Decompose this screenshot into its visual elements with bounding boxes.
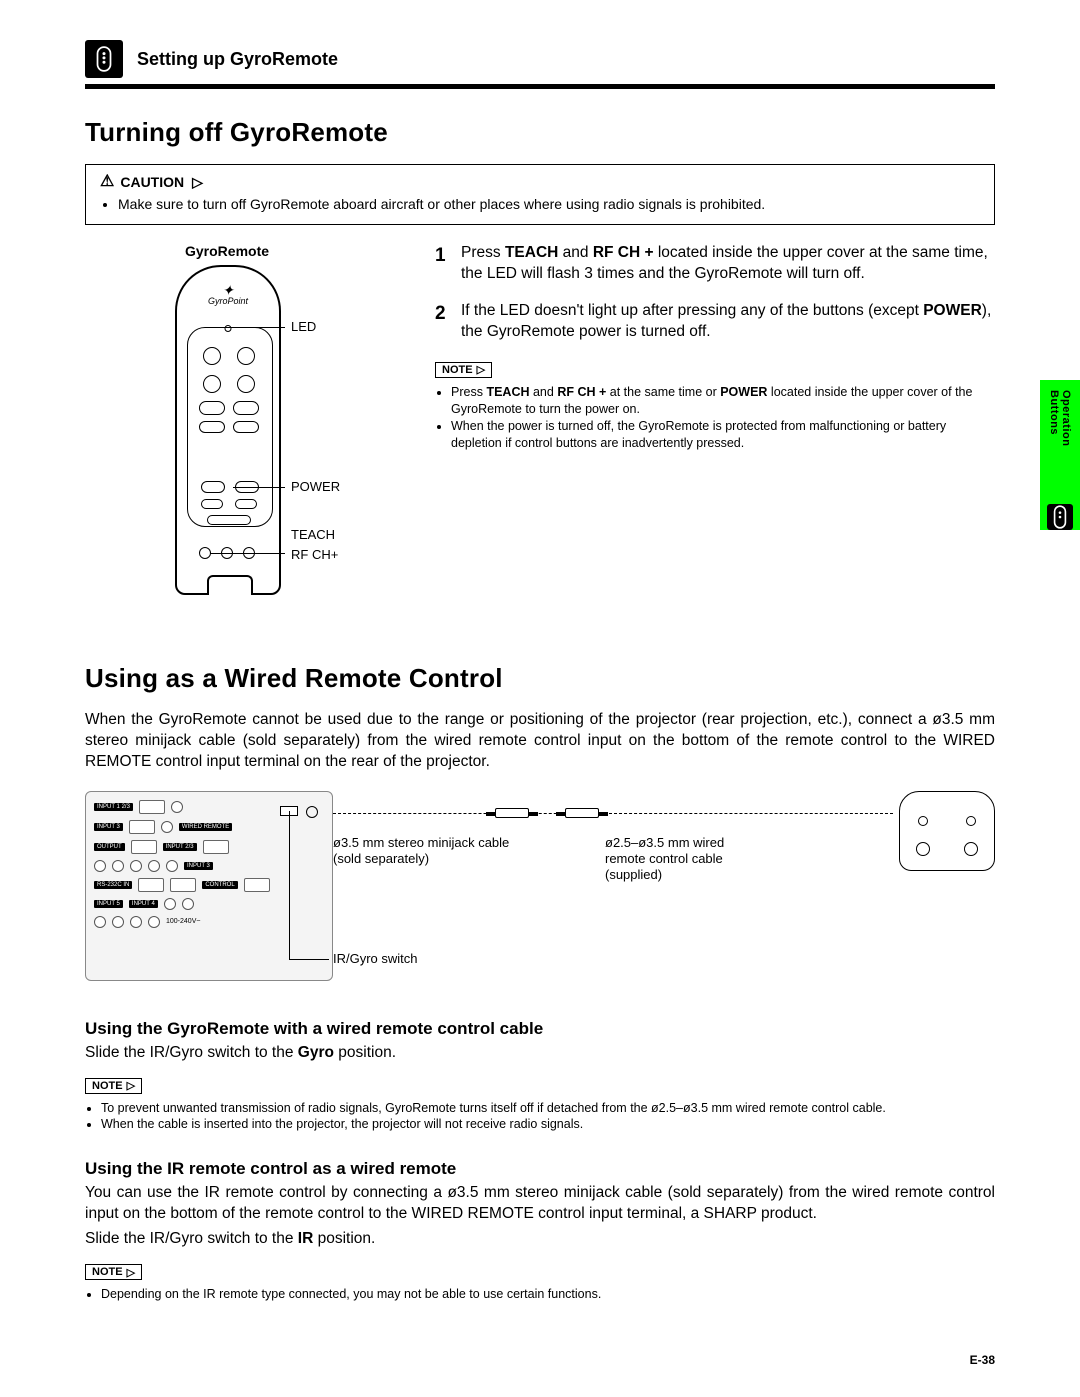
cable1-label: ø3.5 mm stereo minijack cable (sold sepa…	[333, 835, 509, 868]
warning-icon: ⚠	[100, 174, 114, 190]
note-tag: NOTE▷	[85, 1264, 142, 1280]
section2-intro: When the GyroRemote cannot be used due t…	[85, 710, 995, 773]
lead-line	[289, 811, 290, 959]
chapter-title: Setting up GyroRemote	[137, 49, 338, 70]
section2: Using as a Wired Remote Control When the…	[85, 663, 995, 1303]
caution-label: ⚠ CAUTION ▷	[100, 174, 203, 191]
remote-power	[201, 481, 225, 493]
page-header: Setting up GyroRemote	[85, 40, 995, 78]
section2-title: Using as a Wired Remote Control	[85, 663, 995, 694]
step-1: 1 Press TEACH and RF CH + located inside…	[435, 243, 995, 285]
lead-line	[255, 553, 285, 554]
remote-button	[203, 375, 221, 393]
cable-line	[333, 813, 893, 814]
note-tag: NOTE▷	[435, 362, 492, 378]
irgyro-label: IR/Gyro switch	[333, 951, 418, 967]
sub2-heading: Using the IR remote control as a wired r…	[85, 1159, 995, 1179]
note-list: Press TEACH and RF CH + at the same time…	[451, 384, 995, 452]
caution-text: CAUTION	[120, 174, 184, 190]
cable2-label: ø2.5–ø3.5 mm wired remote control cable …	[605, 835, 724, 884]
wired-jack	[306, 806, 318, 818]
cable-plug	[565, 808, 599, 818]
section1-columns: GyroRemote ✦GyroPoint	[85, 243, 995, 633]
remote-button	[201, 499, 223, 509]
remote-title: GyroRemote	[185, 243, 385, 259]
projector-panel: INPUT 1 2/3 INPUT 3WIRED REMOTE OUTPUTIN…	[85, 791, 333, 981]
remote-button	[199, 401, 225, 415]
note-label: NOTE	[442, 363, 473, 378]
remote-bottom-view	[899, 791, 995, 871]
sub1-heading: Using the GyroRemote with a wired remote…	[85, 1019, 995, 1039]
step-2: 2 If the LED doesn't light up after pres…	[435, 301, 995, 343]
page-number: E-38	[970, 1353, 995, 1367]
sub2-body2: Slide the IR/Gyro switch to the IR posit…	[85, 1229, 995, 1250]
caution-item: Make sure to turn off GyroRemote aboard …	[118, 195, 980, 214]
step-text: If the LED doesn't light up after pressi…	[461, 301, 995, 343]
note-item: To prevent unwanted transmission of radi…	[101, 1100, 995, 1117]
sub2-note: NOTE▷ Depending on the IR remote type co…	[85, 1262, 995, 1303]
instructions-column: 1 Press TEACH and RF CH + located inside…	[435, 243, 995, 452]
remote-button	[235, 499, 257, 509]
remote-bottom	[207, 575, 253, 595]
note-list: To prevent unwanted transmission of radi…	[101, 1100, 995, 1134]
side-tab-icon	[1047, 504, 1073, 530]
lead-line	[289, 959, 329, 960]
remote-button	[233, 401, 259, 415]
header-remote-icon	[85, 40, 123, 78]
sub2-body: You can use the IR remote control by con…	[85, 1183, 995, 1225]
lead-line	[233, 487, 285, 488]
remote-column: GyroRemote ✦GyroPoint	[85, 243, 385, 625]
caution-list: Make sure to turn off GyroRemote aboard …	[118, 195, 980, 214]
lead-teach: TEACH	[291, 527, 335, 542]
remote-button	[237, 375, 255, 393]
note-item: When the power is turned off, the GyroRe…	[451, 418, 995, 452]
note-item: When the cable is inserted into the proj…	[101, 1116, 995, 1133]
remote-button	[207, 515, 251, 525]
remote-body: ✦GyroPoint	[175, 265, 281, 595]
sub1-note: NOTE▷ To prevent unwanted transmission o…	[85, 1076, 995, 1134]
lead-power: POWER	[291, 479, 340, 494]
lead-led: LED	[291, 319, 316, 334]
caution-box: ⚠ CAUTION ▷ Make sure to turn off GyroRe…	[85, 164, 995, 225]
lead-line	[233, 327, 285, 328]
step-number: 2	[435, 301, 451, 343]
step-number: 1	[435, 243, 451, 285]
remote-diagram: ✦GyroPoint	[85, 265, 385, 625]
wired-diagram: INPUT 1 2/3 INPUT 3WIRED REMOTE OUTPUTIN…	[85, 791, 995, 991]
note-block: NOTE▷ Press TEACH and RF CH + at the sam…	[435, 359, 995, 452]
sub1-body: Slide the IR/Gyro switch to the Gyro pos…	[85, 1043, 995, 1064]
step-text: Press TEACH and RF CH + located inside t…	[461, 243, 995, 285]
remote-button	[237, 347, 255, 365]
note-list: Depending on the IR remote type connecte…	[101, 1286, 995, 1303]
remote-button	[233, 421, 259, 433]
chevron-icon: ▷	[192, 174, 203, 191]
remote-button	[203, 347, 221, 365]
header-rule	[85, 84, 995, 89]
remote-logo: ✦GyroPoint	[208, 283, 248, 306]
note-tag: NOTE▷	[85, 1078, 142, 1094]
note-item: Press TEACH and RF CH + at the same time…	[451, 384, 995, 418]
section1-title: Turning off GyroRemote	[85, 117, 995, 148]
side-tab: Operation Buttons	[1040, 380, 1080, 530]
side-tab-text: Operation Buttons	[1048, 390, 1072, 494]
lead-rfch: RF CH+	[291, 547, 338, 562]
cable-plug	[495, 808, 529, 818]
note-item: Depending on the IR remote type connecte…	[101, 1286, 995, 1303]
remote-button	[199, 421, 225, 433]
